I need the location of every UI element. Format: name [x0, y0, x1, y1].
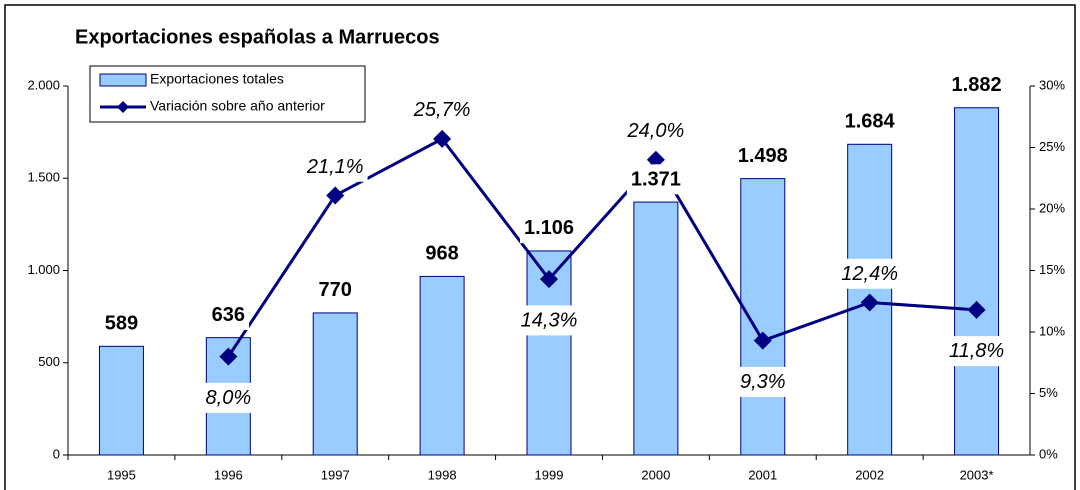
label-bg [733, 140, 792, 171]
x-tick-label: 1995 [107, 467, 136, 482]
marker [433, 129, 452, 148]
data-label: 12,4% [841, 263, 898, 285]
marker [326, 186, 345, 205]
label-bg [301, 151, 368, 182]
data-label: 21,1% [306, 156, 364, 178]
legend-label: Variación sobre año anterior [150, 98, 325, 114]
data-label: 1.106 [524, 217, 574, 239]
data-label-group: 8,0% [201, 382, 256, 413]
y-tick-label: 1.500 [27, 170, 60, 185]
label-bg [944, 336, 1009, 367]
y2-tick-label: 15% [1039, 262, 1065, 277]
y2-tick-label: 25% [1039, 139, 1065, 154]
y2-tick-label: 20% [1039, 200, 1065, 215]
label-bg [735, 366, 790, 397]
data-label-group: 9,3% [735, 366, 790, 397]
legend-marker [117, 101, 129, 113]
data-label: 9,3% [740, 371, 786, 393]
data-label-group: 1.371 [626, 164, 685, 195]
x-tick-label: 2001 [748, 467, 777, 482]
data-label-group: 25,7% [408, 95, 475, 126]
data-label-group: 1.498 [733, 140, 792, 171]
label-bg [207, 299, 250, 330]
bar [312, 312, 358, 456]
legend: Exportaciones totales Variación sobre año… [89, 65, 366, 123]
data-label: 636 [212, 304, 245, 326]
label-bg [519, 213, 579, 244]
data-label-group: 1.882 [947, 70, 1006, 101]
label-bg [516, 305, 582, 336]
x-tick-label: 1999 [535, 467, 564, 482]
marker [646, 150, 665, 169]
x-tick-label: 2002 [855, 467, 884, 482]
data-label-group: 636 [207, 299, 250, 330]
chart-title: Exportaciones españolas a Marruecos [75, 26, 440, 48]
data-label-group: 24,0% [622, 116, 689, 147]
legend-label: Exportaciones totales [150, 71, 284, 87]
label-bg [421, 238, 463, 269]
x-tick-label: 2000 [641, 467, 670, 482]
data-label: 589 [105, 313, 138, 335]
y2-tick-label: 5% [1039, 385, 1058, 400]
label-bg [201, 382, 256, 413]
x-tick-label: 2003* [960, 467, 994, 482]
data-label-group: 11,8% [944, 336, 1009, 367]
data-label: 968 [425, 243, 458, 265]
data-label: 1.371 [631, 168, 681, 190]
x-tick-label: 1997 [321, 467, 350, 482]
data-label: 1.882 [952, 74, 1002, 96]
data-label: 24,0% [627, 120, 685, 142]
data-label-group: 589 [100, 308, 143, 339]
label-bg [100, 308, 143, 339]
data-label: 1.684 [845, 111, 896, 133]
label-bg [626, 164, 685, 195]
label-bg [314, 275, 356, 306]
data-label-group: 968 [421, 238, 463, 269]
data-label-group: 1.684 [840, 106, 900, 137]
line [227, 136, 977, 358]
data-label-group: 14,3% [516, 305, 582, 336]
marker [860, 293, 879, 312]
x-tick-label: 1998 [428, 467, 457, 482]
data-label: 1.498 [738, 145, 788, 167]
marker [753, 331, 772, 350]
label-bg [947, 70, 1006, 101]
legend-swatch [99, 73, 147, 87]
label-bg [840, 106, 900, 137]
y-tick-label: 500 [38, 354, 60, 369]
x-tick-label: 1996 [214, 467, 243, 482]
marker [219, 347, 238, 366]
y2-tick-label: 30% [1039, 77, 1065, 92]
label-bg [408, 95, 475, 126]
data-label-group: 21,1% [301, 151, 368, 182]
marker [540, 270, 558, 289]
bar [633, 201, 679, 456]
bar [954, 107, 1000, 456]
data-label: 14,3% [521, 309, 578, 331]
data-label: 770 [319, 279, 352, 301]
bar [419, 275, 465, 456]
data-label: 8,0% [206, 387, 252, 409]
y2-tick-label: 0% [1039, 446, 1058, 461]
data-label: 11,8% [949, 340, 1004, 362]
label-bg [622, 116, 689, 147]
y-tick-label: 1.000 [27, 262, 60, 277]
label-bg [837, 258, 903, 289]
data-label: 25,7% [413, 99, 471, 121]
data-label-group: 1.106 [519, 213, 579, 244]
y-tick-label: 2.000 [27, 77, 60, 92]
marker [967, 300, 986, 319]
y2-tick-label: 10% [1039, 323, 1065, 338]
data-label-group: 12,4% [837, 258, 903, 289]
bar [98, 345, 144, 456]
data-label-group: 770 [314, 275, 356, 306]
y-tick-label: 0 [53, 446, 60, 461]
